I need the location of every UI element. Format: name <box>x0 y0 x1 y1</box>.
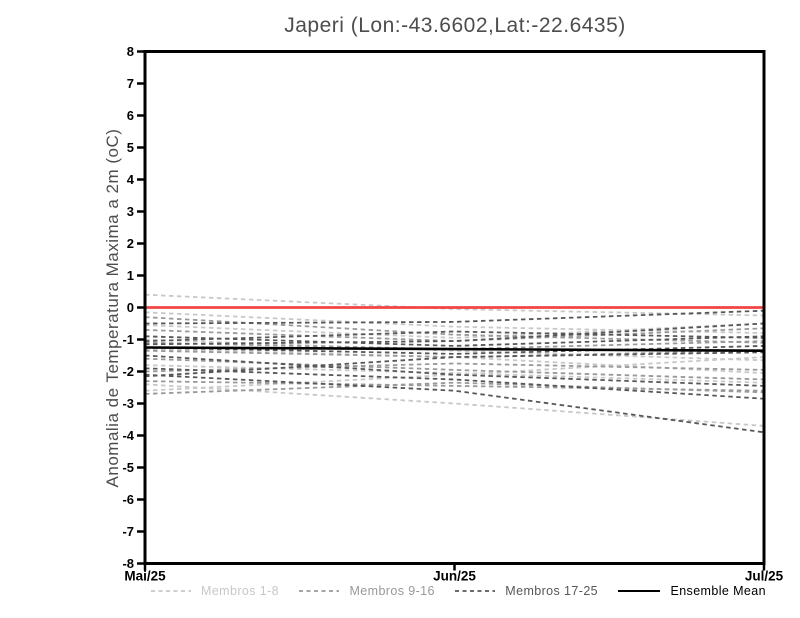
member-line <box>144 322 765 346</box>
member-line <box>144 362 765 373</box>
legend-label: Ensemble Mean <box>670 584 766 598</box>
y-tick-label: -2 <box>122 364 134 379</box>
member-line <box>144 354 765 387</box>
legend-line-sample <box>455 590 496 592</box>
y-tick-label: -5 <box>122 460 134 475</box>
legend-label: Membros 17-25 <box>505 584 599 598</box>
chart-title: Japeri (Lon:-43.6602,Lat:-22.6435) <box>284 14 626 37</box>
y-tick-label: 7 <box>127 76 134 91</box>
member-line <box>144 293 765 317</box>
legend-line-sample <box>299 590 340 592</box>
y-tick-label: 1 <box>127 268 134 283</box>
legend-label: Membros 9-16 <box>349 584 435 598</box>
member-line <box>144 356 765 392</box>
member-line <box>144 357 765 381</box>
member-line <box>144 349 765 359</box>
member-line <box>144 364 765 384</box>
member-line <box>144 330 765 342</box>
y-tick-label: 5 <box>127 140 134 155</box>
member-line <box>144 340 765 351</box>
member-line <box>144 381 765 395</box>
member-line <box>144 348 765 374</box>
member-line <box>144 316 765 344</box>
x-tick-label: Mai/25 <box>124 569 166 584</box>
y-tick-label: 6 <box>127 108 134 123</box>
y-tick-label: -8 <box>122 556 134 571</box>
legend-label: Membros 1-8 <box>201 584 280 598</box>
member-line <box>144 327 765 343</box>
legend-item-membros-1-8: Membros 1-8 <box>150 584 279 598</box>
member-line <box>144 311 765 334</box>
legend-item-ensemble-mean: Ensemble Mean <box>617 584 766 598</box>
ensemble-mean-line <box>144 346 765 352</box>
legend-item-membros-17-25: Membros 17-25 <box>454 584 598 598</box>
y-tick-label: 2 <box>127 236 134 251</box>
y-tick-label: 8 <box>127 44 134 59</box>
legend-item-membros-9-16: Membros 9-16 <box>298 584 434 598</box>
y-tick-label: 0 <box>127 300 134 315</box>
y-tick-label: -7 <box>122 524 134 539</box>
member-line <box>144 335 765 347</box>
y-tick-label: -3 <box>122 396 134 411</box>
y-tick-label: -1 <box>122 332 134 347</box>
legend-line-sample <box>151 590 191 592</box>
y-tick-label: -4 <box>122 428 134 443</box>
y-tick-label: 3 <box>127 204 134 219</box>
legend-line-sample <box>618 590 661 592</box>
member-line <box>144 367 765 400</box>
member-line <box>144 309 765 325</box>
legend: Membros 1-8 Membros 9-16 Membros 17-25 E… <box>150 584 766 598</box>
y-tick-label: 4 <box>127 172 135 187</box>
member-line <box>144 380 765 392</box>
x-tick-label: Jun/25 <box>433 569 476 584</box>
member-line <box>144 351 765 378</box>
x-tick-label: Jul/25 <box>745 569 784 584</box>
member-line <box>144 338 765 362</box>
member-line <box>144 345 765 355</box>
member-line <box>144 322 765 339</box>
y-tick-label: -6 <box>122 492 134 507</box>
member-line <box>144 373 765 434</box>
